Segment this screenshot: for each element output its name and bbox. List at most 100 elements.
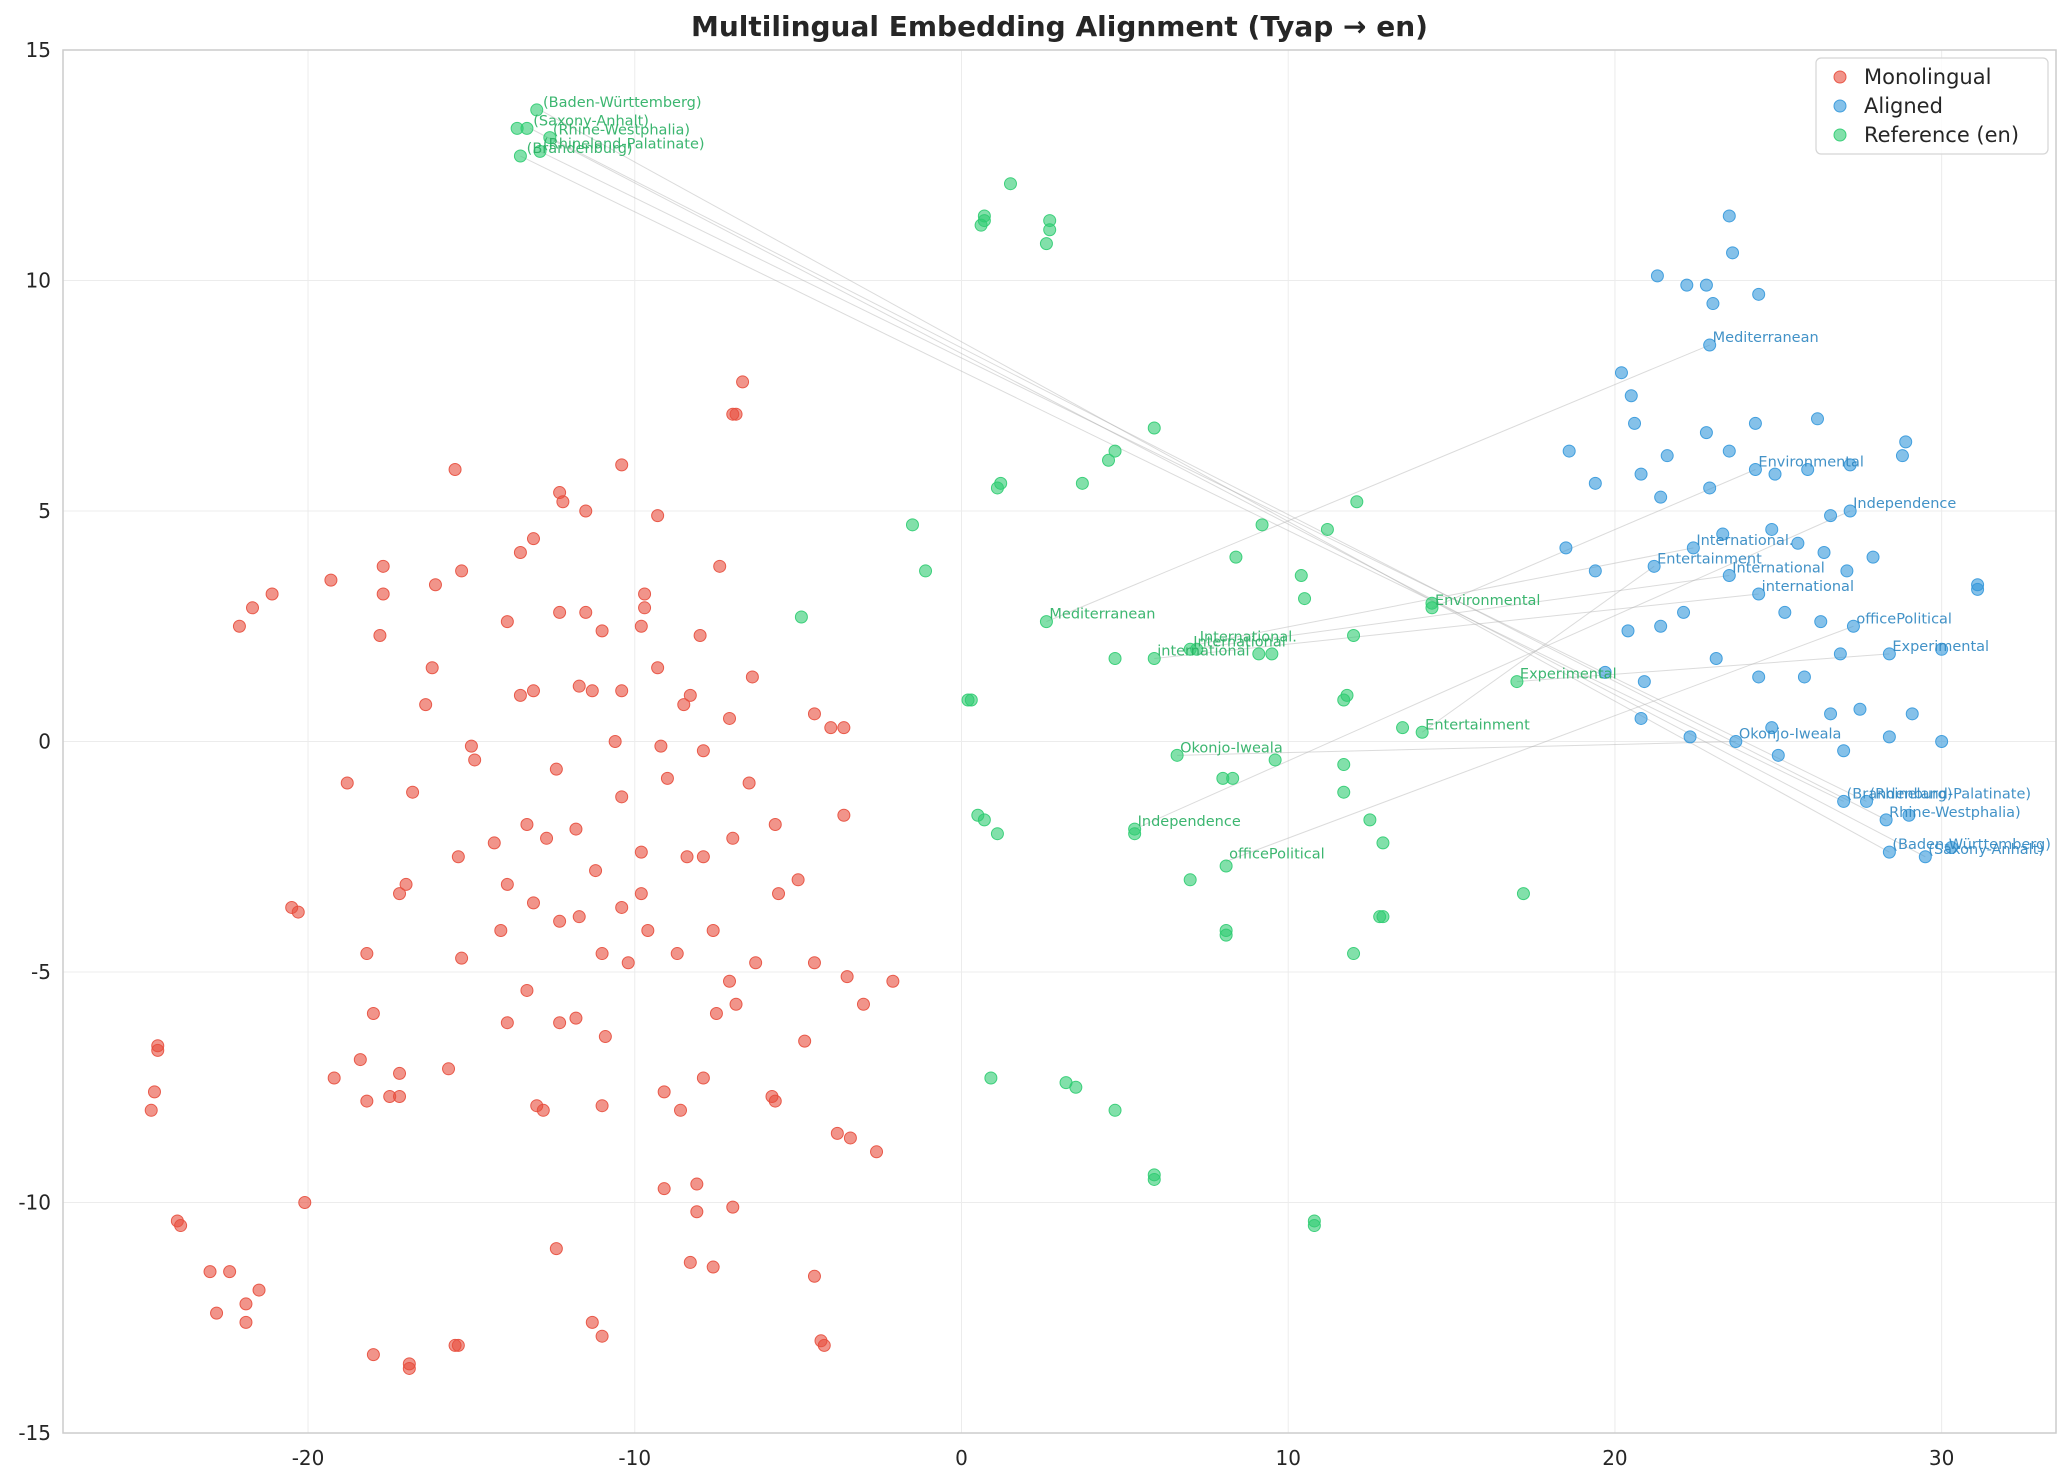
point-aligned bbox=[1621, 624, 1635, 638]
legend-label-monolingual: Monolingual bbox=[1864, 65, 1991, 89]
point-aligned bbox=[1699, 278, 1713, 292]
annotation-label: (Rhine-Westphalia) bbox=[553, 123, 690, 139]
point-aligned bbox=[1817, 545, 1831, 559]
y-tick-label: -15 bbox=[18, 1421, 51, 1445]
point-aligned bbox=[1722, 444, 1736, 458]
annotation-label: (Saxony-Anhalt) bbox=[533, 113, 649, 129]
point-aligned bbox=[1654, 619, 1668, 633]
point-monolingual bbox=[520, 983, 534, 997]
point-monolingual bbox=[406, 785, 420, 799]
point-aligned bbox=[1833, 647, 1847, 661]
annotation-label: International. bbox=[1696, 533, 1793, 549]
point-aligned bbox=[1899, 435, 1913, 449]
point-monolingual bbox=[556, 495, 570, 509]
point-monolingual bbox=[500, 615, 514, 629]
point-aligned bbox=[1797, 670, 1811, 684]
point-monolingual bbox=[494, 924, 508, 938]
point-aligned bbox=[1824, 509, 1838, 523]
point-aligned bbox=[1935, 642, 1949, 656]
point-monolingual bbox=[807, 956, 821, 970]
point-monolingual bbox=[729, 997, 743, 1011]
x-tick-label: -20 bbox=[292, 1446, 325, 1470]
point-reference-en bbox=[1069, 1080, 1083, 1094]
point-reference-en bbox=[1425, 601, 1439, 615]
point-aligned bbox=[1703, 481, 1717, 495]
point-aligned bbox=[1748, 463, 1762, 477]
point-monolingual bbox=[549, 1242, 563, 1256]
point-reference-en bbox=[1147, 652, 1161, 666]
annotation-label: Experimental bbox=[1520, 667, 1617, 683]
annotation-label: (Brandenburg) bbox=[1847, 786, 1953, 802]
point-monolingual bbox=[634, 887, 648, 901]
point-monolingual bbox=[291, 905, 305, 919]
point-monolingual bbox=[536, 1103, 550, 1117]
point-aligned bbox=[1588, 564, 1602, 578]
point-monolingual bbox=[856, 997, 870, 1011]
point-reference-en bbox=[1128, 827, 1142, 841]
point-monolingual bbox=[680, 850, 694, 864]
alignment-link bbox=[1046, 344, 1710, 623]
point-monolingual bbox=[520, 817, 534, 831]
point-monolingual bbox=[621, 956, 635, 970]
point-monolingual bbox=[615, 790, 629, 804]
point-monolingual bbox=[595, 1329, 609, 1343]
point-monolingual bbox=[696, 1071, 710, 1085]
point-monolingual bbox=[726, 1200, 740, 1214]
point-monolingual bbox=[768, 817, 782, 831]
point-aligned bbox=[1837, 744, 1851, 758]
point-monolingual bbox=[451, 1338, 465, 1352]
point-monolingual bbox=[595, 947, 609, 961]
annotation-label: Entertainment bbox=[1425, 717, 1530, 733]
point-reference-en bbox=[990, 827, 1004, 841]
point-monolingual bbox=[324, 573, 338, 587]
point-aligned bbox=[1840, 564, 1854, 578]
alignment-lines bbox=[520, 109, 1926, 862]
point-monolingual bbox=[683, 688, 697, 702]
annotation-label: International bbox=[1193, 634, 1286, 650]
alignment-link bbox=[1431, 469, 1756, 609]
point-monolingual bbox=[608, 735, 622, 748]
point-monolingual bbox=[500, 877, 514, 891]
point-aligned bbox=[1637, 675, 1651, 689]
y-tick-label: -5 bbox=[31, 960, 51, 984]
point-monolingual bbox=[726, 407, 740, 421]
point-monolingual bbox=[726, 831, 740, 845]
point-monolingual bbox=[393, 1089, 407, 1103]
annotation-label: (Saxony-Anhalt) bbox=[1928, 842, 2044, 858]
point-aligned bbox=[1677, 605, 1691, 619]
point-reference-en bbox=[1415, 725, 1429, 739]
point-aligned bbox=[1722, 209, 1736, 223]
point-monolingual bbox=[817, 1338, 831, 1352]
point-monolingual bbox=[768, 1094, 782, 1108]
point-aligned bbox=[1778, 605, 1792, 619]
point-monolingual bbox=[634, 845, 648, 859]
annotation-label: (Baden-Württemberg) bbox=[1892, 837, 2051, 853]
point-reference-en bbox=[1229, 550, 1243, 564]
point-reference-en bbox=[513, 149, 527, 163]
legend-label-reference-en: Reference (en) bbox=[1864, 123, 2019, 147]
point-monolingual bbox=[393, 1066, 407, 1080]
y-tick-label: 5 bbox=[38, 499, 51, 523]
point-reference-en bbox=[1219, 928, 1233, 942]
point-aligned bbox=[1846, 619, 1860, 633]
alignment-link bbox=[539, 150, 1867, 802]
point-monolingual bbox=[638, 587, 652, 601]
point-monolingual bbox=[615, 684, 629, 698]
point-aligned bbox=[1680, 278, 1694, 292]
point-aligned bbox=[1905, 707, 1919, 721]
point-aligned bbox=[1624, 389, 1638, 403]
point-monolingual bbox=[399, 877, 413, 891]
point-reference-en bbox=[1190, 642, 1204, 656]
point-monolingual bbox=[696, 850, 710, 864]
alignment-link bbox=[549, 137, 1887, 821]
point-aligned bbox=[1752, 587, 1766, 601]
point-aligned bbox=[1647, 559, 1661, 573]
point-monolingual bbox=[807, 707, 821, 721]
point-monolingual bbox=[526, 684, 540, 698]
point-monolingual bbox=[683, 1255, 697, 1269]
alignment-link bbox=[1190, 575, 1730, 650]
point-monolingual bbox=[569, 1011, 583, 1025]
point-monolingual bbox=[366, 1006, 380, 1020]
alignment-link bbox=[1154, 593, 1759, 660]
point-monolingual bbox=[572, 910, 586, 924]
